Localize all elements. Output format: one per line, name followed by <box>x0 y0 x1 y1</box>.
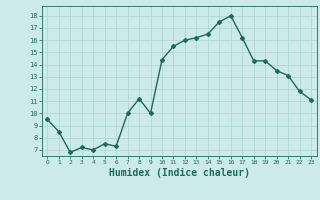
X-axis label: Humidex (Indice chaleur): Humidex (Indice chaleur) <box>109 168 250 178</box>
